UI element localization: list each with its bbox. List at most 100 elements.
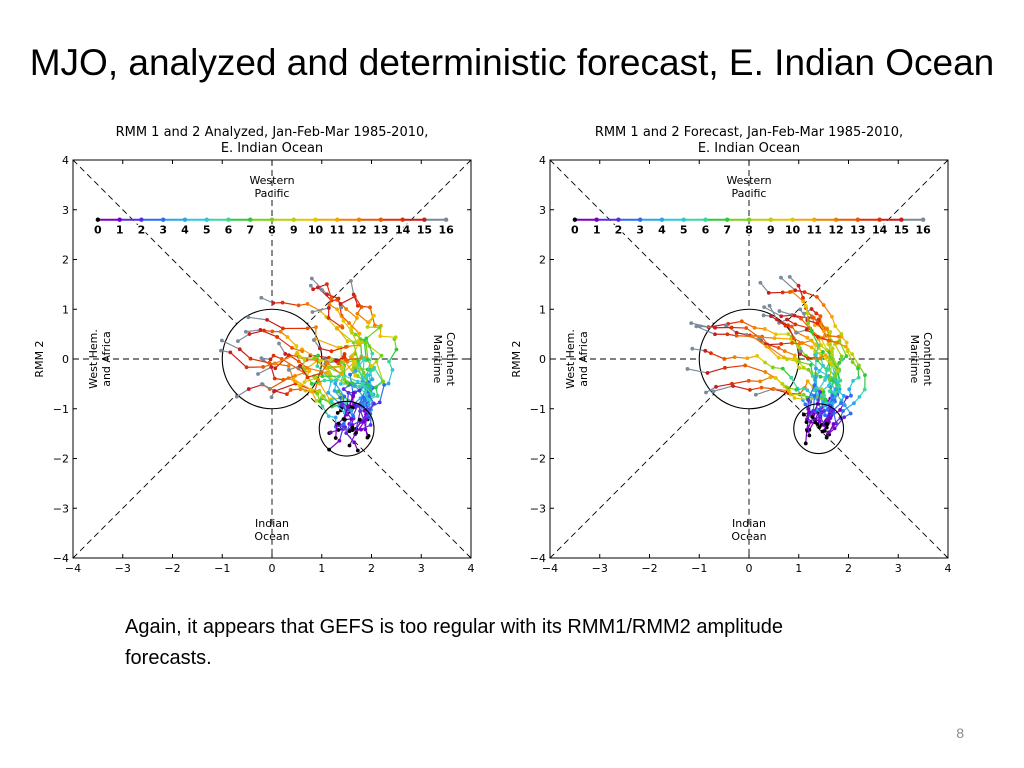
chart-1-trajectory-segment [759,282,770,294]
chart-0-trajectory-point [285,392,289,397]
chart-1-trajectory-segment [812,395,816,411]
chart-1-trajectory-point [821,350,825,354]
chart-1-trajectory-point [814,385,819,390]
chart-1-trajectory-segment [794,397,809,401]
chart-0-trajectory-point [219,338,224,343]
chart-0-trajectory-segment [354,296,363,308]
chart-0-trajectory-point [353,373,358,378]
chart-1-trajectory-segment [707,367,726,374]
chart-1-trajectory-point [824,374,829,379]
chart-0-trajectory-segment [273,382,296,393]
chart-0-trajectory-point [246,315,251,320]
chart-1-trajectory-point [711,389,716,394]
chart-0-trajectory-point [377,400,382,405]
chart-1-trajectory-point [793,322,798,327]
chart-1-trajectory-point [839,401,843,405]
chart-1-trajectory-point [862,387,867,392]
chart-1-trajectory-point [714,384,718,389]
chart-0-trajectory-point [311,287,316,292]
chart-1-trajectory-point [787,275,792,279]
chart-1-day-legend-label: 11 [807,224,822,237]
chart-0-trajectory-point [344,431,349,435]
chart-1-trajectory-segment [782,368,792,379]
chart-1-trajectory-point [809,345,814,350]
chart-1-trajectory-point [779,275,783,280]
chart-0-trajectory-segment [326,293,339,300]
chart-1-trajectory-point [844,395,849,400]
chart-0-trajectory-segment [343,360,356,377]
chart-1-trajectory-point [836,384,841,389]
chart-0-trajectory-point [272,389,277,393]
chart-0-trajectory-point [317,381,322,386]
chart-0-trajectory-point [334,359,339,364]
slide-title: MJO, analyzed and deterministic forecast… [29,42,995,83]
chart-0-trajectory [256,365,354,422]
chart-0-y-tick-label: 3 [62,204,69,217]
chart-0-trajectory-point [311,338,316,342]
chart-0-trajectory-point [340,402,345,407]
chart-0-trajectory-point [297,383,302,388]
chart-0-x-tick-label: 4 [468,562,475,575]
chart-1-trajectory-point [830,314,834,319]
chart-0-trajectory-point [329,349,334,354]
chart-1-day-legend-marker [877,217,882,222]
chart-1-trajectory-point [734,333,739,338]
chart-1-trajectory-point [842,403,847,407]
chart-0-trajectory-point [271,301,276,305]
chart-0-phase-diagonal [306,393,472,559]
chart-0-trajectory-point [316,353,320,358]
chart-0-y-tick-label: 2 [62,254,69,267]
chart-0-x-tick-label: 2 [368,562,375,575]
chart-1-x-tick-label: −4 [542,562,558,575]
chart-1-region-bottom: Ocean [731,530,766,543]
chart-1-trajectory-segment [696,325,716,335]
chart-1-trajectory-segment [790,377,799,389]
chart-1-region-right: Maritime [908,335,921,384]
chart-0-trajectory-segment [366,353,373,376]
chart-0-trajectory-segment [315,338,339,349]
chart-0-trajectory-segment [355,358,365,372]
chart-1-trajectory-point [812,323,817,328]
chart-1-trajectory-point [847,387,852,392]
chart-1-trajectory-point [794,330,799,335]
chart-0-trajectory-segment [357,313,369,323]
chart-1-trajectory-segment [769,305,778,320]
chart-1-trajectory-segment [724,364,746,369]
chart-1-day-legend-label: 3 [636,224,644,237]
chart-0-trajectory-point [302,380,307,385]
chart-0-trajectory-point [308,387,313,392]
chart-1-trajectory-point [821,303,826,307]
chart-0-title: RMM 1 and 2 Analyzed, Jan-Feb-Mar 1985-2… [116,125,429,140]
chart-0-trajectory-point [353,363,358,367]
chart-1-trajectory-segment [764,328,777,335]
chart-1-trajectory-point [752,325,757,330]
chart-1-day-legend-marker [899,217,904,222]
chart-1-trajectory-point [801,392,806,397]
chart-1-trajectory-point [814,311,819,316]
chart-0-trajectory-point [246,387,251,391]
chart-0-trajectory-segment [342,320,352,332]
chart-0-trajectory-point [280,300,285,305]
chart-0-trajectory-point [368,305,372,310]
chart-0-trajectory-segment [283,375,296,381]
chart-0-trajectory-segment [250,358,270,364]
chart-1-y-tick-label: −2 [530,453,546,466]
chart-1-trajectory-segment [755,388,774,396]
chart-1-title: RMM 1 and 2 Forecast, Jan-Feb-Mar 1985-2… [595,125,903,140]
chart-0-trajectory-point [366,382,370,387]
chart-0-trajectory-point [342,394,347,399]
chart-1-trajectory-point [773,376,778,380]
chart-1-trajectory-point [824,368,829,373]
chart-1-trajectory-point [734,330,739,335]
chart-0-trajectory-point [357,342,362,347]
chart-0-day-legend-marker [160,217,166,222]
chart-1-trajectory-point [744,326,749,330]
chart-0-trajectory-point [291,377,296,381]
chart-1-trajectory-point [799,316,803,321]
chart-0-trajectory-point [329,399,334,403]
chart-0-trajectory-segment [262,362,276,368]
chart-1-trajectory-point [827,389,832,394]
chart-0-trajectory-point [283,352,288,356]
chart-1-trajectory-point [806,356,810,361]
chart-0-region-bottom: Indian [255,517,289,530]
